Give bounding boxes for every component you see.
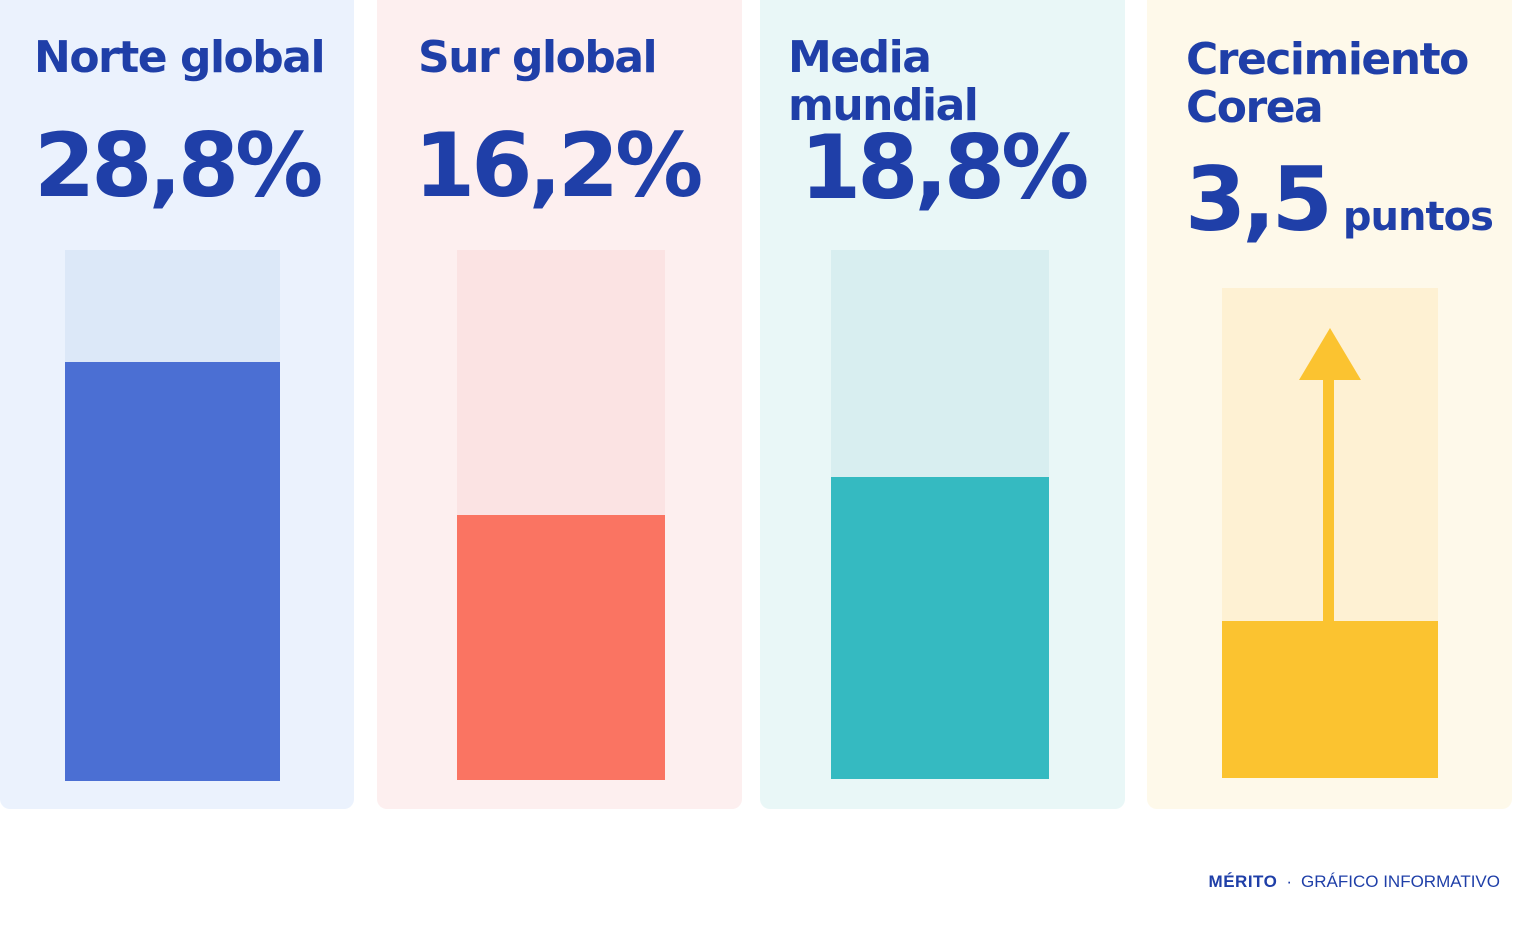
footer-subtitle: GRÁFICO INFORMATIVO (1301, 872, 1500, 891)
panel-media-mundial: Media mundial 18,8% (760, 0, 1125, 809)
value-number: 3,5 (1185, 148, 1333, 251)
footer-brand: MÉRITO (1208, 872, 1278, 891)
value-unit: puntos (1342, 194, 1494, 240)
bar-fill-sur-global (457, 515, 665, 780)
bar-fill-norte-global (65, 361, 280, 781)
panel-sur-global: Sur global 16,2% (377, 0, 742, 809)
bar-fill-crecimiento-corea (1222, 621, 1438, 778)
arrow-up-icon (1299, 328, 1361, 380)
panel-value: 18,8% (800, 116, 1089, 219)
arrow-shaft (1323, 378, 1334, 623)
footer-credit: MÉRITO · GRÁFICO INFORMATIVO (1209, 872, 1500, 892)
bar-track (831, 250, 1049, 779)
panel-value: 16,2% (414, 114, 703, 217)
panel-value: 3,5 puntos (1147, 152, 1512, 265)
bar-fill-media-mundial (831, 477, 1049, 779)
panel-title: Sur global (418, 32, 658, 83)
panel-value: 28,8% (34, 114, 323, 217)
bar-track (1222, 288, 1438, 778)
footer-separator: · (1286, 872, 1293, 891)
panel-title: Crecimiento Corea (1186, 34, 1469, 133)
panel-norte-global: Norte global 28,8% (0, 0, 354, 809)
panel-title: Media mundial (788, 32, 979, 131)
bar-track (65, 250, 280, 781)
bar-track (457, 250, 665, 780)
panel-crecimiento-corea: Crecimiento Corea 3,5 puntos (1147, 0, 1512, 809)
panel-title: Norte global (34, 32, 326, 83)
